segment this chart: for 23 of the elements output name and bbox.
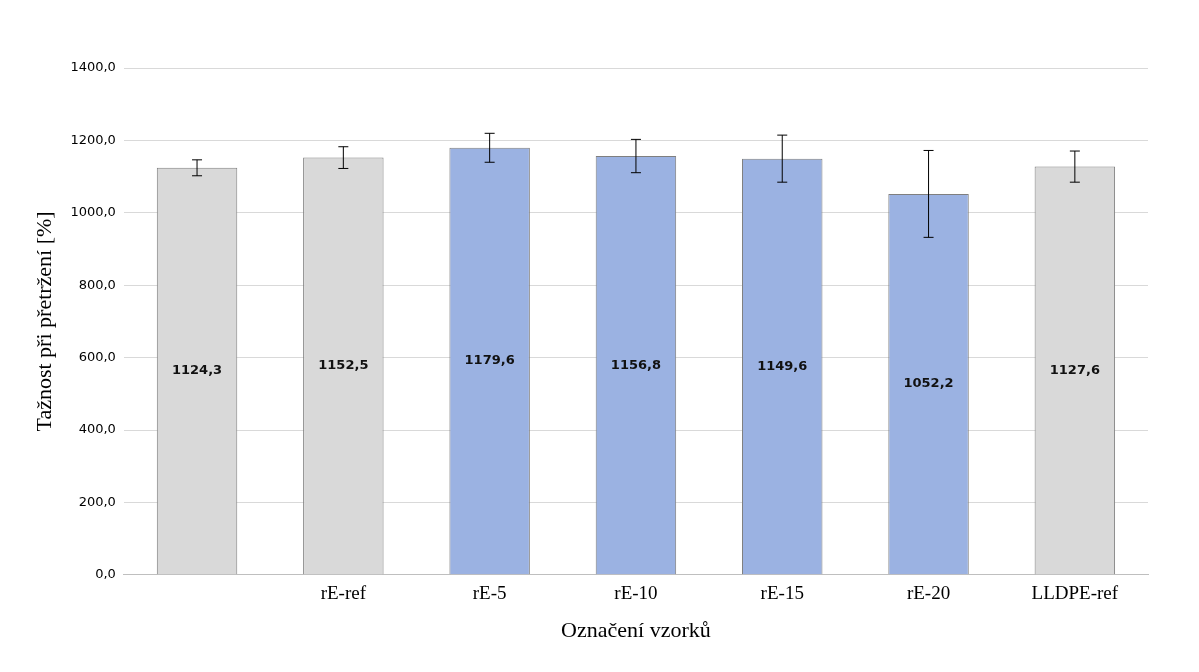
data-label: 1149,6 xyxy=(757,357,808,373)
data-label: 1152,5 xyxy=(318,357,369,373)
x-tick-label: rE-15 xyxy=(760,582,804,604)
y-tick-label: 400,0 xyxy=(78,421,116,437)
y-tick-label: 0,0 xyxy=(95,566,116,582)
x-tick-label: rE-10 xyxy=(614,582,658,604)
data-label: 1156,8 xyxy=(610,356,662,372)
data-label: 1127,6 xyxy=(1049,361,1100,377)
y-axis-title: Tažnost při přetržení [%] xyxy=(30,211,56,432)
y-tick-label: 1000,0 xyxy=(70,204,116,220)
y-tick-label: 600,0 xyxy=(78,348,116,364)
data-label: 1052,2 xyxy=(903,375,954,391)
y-tick-label: 200,0 xyxy=(78,493,116,509)
data-label: 1179,6 xyxy=(464,352,515,368)
x-tick-label: rE-20 xyxy=(906,582,951,604)
y-tick-label: 1200,0 xyxy=(70,131,116,147)
x-tick-label: rE-5 xyxy=(472,582,507,604)
y-tick-label: 1400,0 xyxy=(70,59,116,75)
x-tick-label: LLDPE-ref xyxy=(1031,582,1119,604)
x-tick-label: rE-ref xyxy=(320,582,367,604)
y-tick-label: 800,0 xyxy=(78,276,116,292)
data-label: 1124,3 xyxy=(171,362,223,378)
x-axis-title: Označení vzorků xyxy=(561,616,711,642)
